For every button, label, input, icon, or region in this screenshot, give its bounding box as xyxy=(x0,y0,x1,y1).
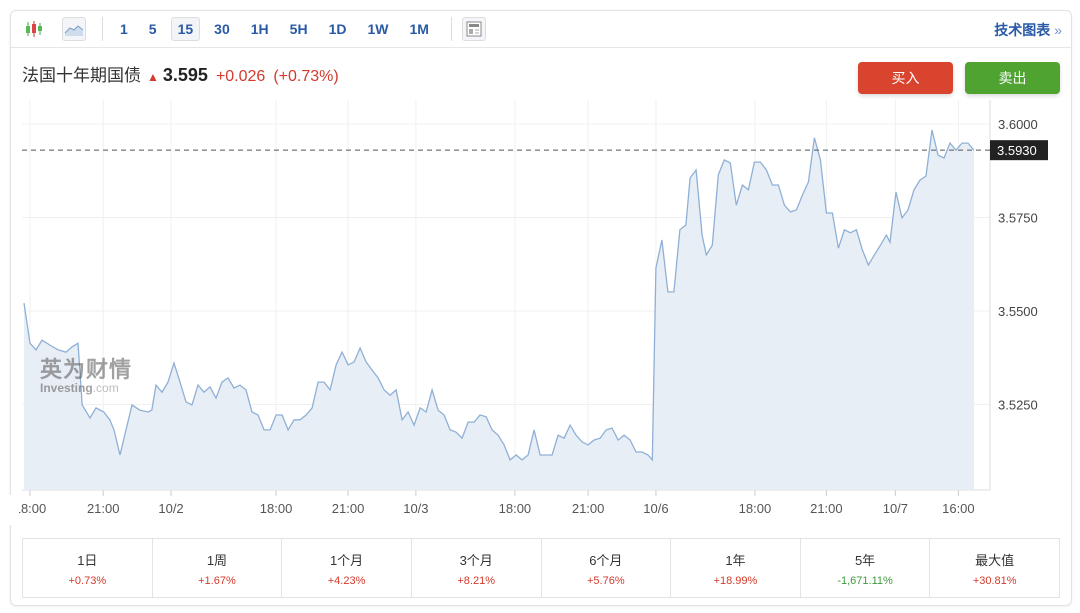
price-chart[interactable]: 3.6000 3.5750 3.5500 3.5250 18:00 21:00 10/2 18… xyxy=(0,0,1080,530)
period-label: 6个月 xyxy=(589,553,623,568)
x-tick-label: 21:00 xyxy=(810,501,843,516)
chart-widget xyxy=(10,10,1072,606)
current-price-label: 3.5930 xyxy=(997,143,1037,158)
left-edge-mask xyxy=(0,495,19,525)
period-label: 5年 xyxy=(854,553,876,568)
toolbar-divider xyxy=(450,16,452,41)
x-tick-label: 10/7 xyxy=(883,501,908,516)
current-price-tag xyxy=(990,140,1048,161)
sell-button[interactable]: 卖出 xyxy=(965,62,1060,94)
interval-15[interactable]: 15 xyxy=(170,16,201,41)
x-tick-label: 16:00 xyxy=(942,501,975,516)
interval-1W[interactable]: 1W xyxy=(367,20,389,37)
investing-watermark-logo: 英为财情 Investing.com xyxy=(40,352,132,395)
x-tick-label: 21:00 xyxy=(87,501,120,516)
price-line xyxy=(23,129,975,462)
performance-cell[interactable]: 1周 +1.67% xyxy=(153,539,283,597)
x-tick-label: 21:00 xyxy=(572,501,605,516)
y-tick-label: 3.5250 xyxy=(998,398,1038,413)
watermark-sub: Investing.com xyxy=(40,381,132,395)
performance-cell[interactable]: 1日 +0.73% xyxy=(23,539,153,597)
period-change: +8.21% xyxy=(457,575,495,587)
period-label: 1周 xyxy=(206,553,228,568)
candlestick-icon[interactable] xyxy=(22,17,46,41)
x-tick-label: 18:00 xyxy=(739,501,772,516)
y-tick-label: 3.5500 xyxy=(998,304,1038,319)
period-label: 1年 xyxy=(725,553,746,568)
period-change: +4.23% xyxy=(327,575,366,587)
chart-toolbar: 1 5 15 30 1H 5H 1D 1W 1M 技术图表» xyxy=(10,10,1072,48)
toolbar-divider xyxy=(102,16,103,41)
layout-icon[interactable] xyxy=(461,16,486,41)
period-label: 3个月 xyxy=(459,553,493,568)
y-tick-label: 3.5750 xyxy=(998,211,1038,226)
period-change: +5.76% xyxy=(587,575,625,587)
x-tick-label: 21:00 xyxy=(332,501,365,516)
performance-cell[interactable]: 6个月 +5.76% xyxy=(542,539,672,597)
performance-cell[interactable]: 1年 +18.99% xyxy=(671,539,801,597)
period-change: -1,671.11% xyxy=(837,575,893,587)
period-change: +0.73% xyxy=(68,575,107,587)
double-chevron-right-icon: » xyxy=(1054,22,1062,38)
buy-button[interactable]: 买入 xyxy=(858,62,953,94)
interval-1D[interactable]: 1D xyxy=(328,20,347,37)
x-tick-label: 10/3 xyxy=(403,501,428,516)
performance-cell[interactable]: 1个月 +4.23% xyxy=(282,539,412,597)
x-tick-label: 10/6 xyxy=(643,501,668,516)
technical-chart-link[interactable]: 技术图表» xyxy=(994,20,1062,40)
price-area xyxy=(24,130,974,490)
interval-1H[interactable]: 1H xyxy=(250,20,269,37)
watermark-brand: 英为财情 xyxy=(40,357,133,382)
interval-30[interactable]: 30 xyxy=(214,20,230,37)
price-change-percent: (+0.73%) xyxy=(273,68,339,85)
up-arrow-icon: ▲ xyxy=(147,70,159,84)
y-tick-label: 3.6000 xyxy=(998,117,1038,132)
x-tick-label: 18:00 xyxy=(14,501,47,516)
watermark-sub-domain: .com xyxy=(92,381,119,395)
instrument-header: 法国十年期国债 ▲ 3.595 +0.026 (+0.73%) xyxy=(22,61,339,86)
interval-1[interactable]: 1 xyxy=(120,20,128,37)
period-change: +30.81% xyxy=(972,575,1017,587)
interval-1M[interactable]: 1M xyxy=(409,20,429,37)
performance-cell[interactable]: 3个月 +8.21% xyxy=(412,539,542,597)
area-chart-icon[interactable] xyxy=(62,16,86,41)
x-tick-label: 18:00 xyxy=(499,501,532,516)
period-label: 1个月 xyxy=(329,553,364,568)
period-change: +1.67% xyxy=(198,575,236,587)
period-change: +18.99% xyxy=(713,575,758,587)
price-change: +0.026 xyxy=(215,68,266,85)
interval-5[interactable]: 5 xyxy=(148,20,157,37)
instrument-name: 法国十年期国债 xyxy=(22,66,141,85)
performance-table: 1日 +0.73% 1周 +1.67% 1个月 +4.23% 3个月 +8.21% 6个月 +5.… xyxy=(22,538,1060,598)
x-tick-label: 10/2 xyxy=(158,501,183,516)
interval-5H[interactable]: 5H xyxy=(289,20,308,37)
period-label: 最大值 xyxy=(975,553,1015,568)
performance-cell[interactable]: 最大值 +30.81% xyxy=(930,539,1059,597)
period-label: 1日 xyxy=(77,553,98,568)
x-tick-label: 18:00 xyxy=(260,501,293,516)
performance-cell[interactable]: 5年 -1,671.11% xyxy=(801,539,931,597)
watermark-sub-text: Investing xyxy=(40,381,93,395)
last-price: 3.595 xyxy=(162,65,208,85)
technical-chart-label: 技术图表 xyxy=(994,22,1051,38)
